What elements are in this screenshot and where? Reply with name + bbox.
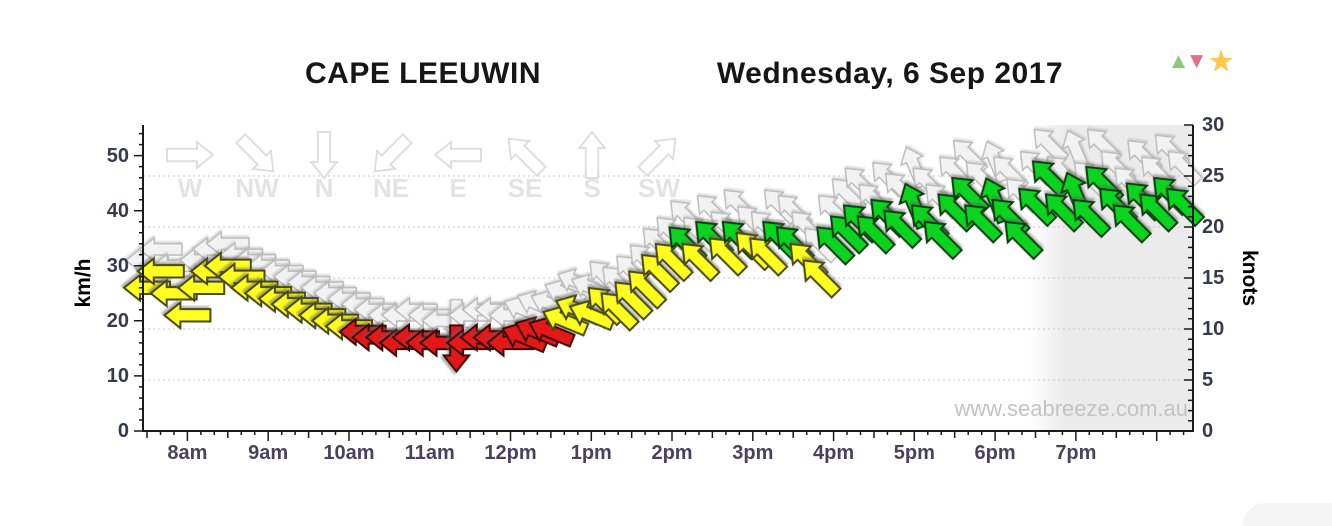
wind-arrow: [654, 242, 695, 283]
legend-label: SE: [508, 173, 543, 203]
favourite-star-button[interactable]: ★: [1208, 44, 1235, 78]
y-left-tick-label: 40: [106, 199, 129, 222]
tick-marks: [134, 124, 1193, 441]
legend-label: W: [178, 173, 203, 203]
wind-arrow: [162, 300, 212, 331]
wind-arrows: [122, 160, 1206, 374]
wind-arrow: [681, 242, 721, 283]
wind-arrow: [216, 261, 266, 292]
wind-arrow: [1018, 187, 1058, 228]
wind-arrow: [816, 226, 856, 266]
down-arrow-button[interactable]: ▼: [1190, 51, 1204, 71]
x-tick-label: 9am: [248, 442, 289, 464]
y-left-tick-label: 20: [106, 309, 129, 332]
wind-arrow: [614, 281, 654, 321]
wind-arrow: [883, 209, 923, 250]
direction-legend: W NW N NE E SE S SW: [166, 130, 680, 203]
legend-label: S: [583, 173, 600, 203]
x-tick-label: 12pm: [484, 442, 537, 464]
wind-arrow: [203, 250, 252, 281]
x-tick-label: 11am: [404, 442, 455, 464]
wind-arrow: [951, 176, 991, 217]
x-tick-label: 10am: [323, 442, 375, 464]
wind-arrow: [923, 220, 964, 261]
y-left-tick-label: 30: [106, 254, 129, 277]
wind-arrow: [136, 256, 185, 287]
y-right-tick-label: 0: [1202, 420, 1214, 442]
gust-arrow: [1061, 129, 1091, 173]
gust-arrow: [1033, 128, 1070, 165]
gust-arrow: [205, 230, 250, 258]
y-right-tick-label: 20: [1202, 216, 1225, 238]
wind-arrow: [176, 272, 226, 303]
wind-arrow: [802, 259, 842, 299]
legend-label: NE: [373, 173, 409, 203]
legend-label: N: [315, 173, 334, 203]
y-left-tick-label: 50: [106, 144, 129, 167]
legend-arrow-s-icon: [577, 130, 607, 179]
legend-arrow-se-icon: [507, 137, 548, 178]
y-right-tick-label: 10: [1202, 318, 1225, 340]
legend-label: E: [449, 173, 466, 203]
x-tick-label: 1pm: [570, 442, 612, 464]
y-left-tick-label: 0: [117, 420, 129, 442]
x-tick-label: 4pm: [813, 442, 855, 464]
wind-arrow: [749, 237, 789, 277]
wind-arrow: [1004, 220, 1044, 261]
y-right-tick-label: 5: [1202, 369, 1214, 391]
wind-arrow: [528, 315, 576, 348]
wind-arrow: [628, 270, 668, 310]
y-right-tick-label: 15: [1202, 267, 1225, 289]
wind-arrow: [1165, 187, 1206, 228]
x-tick-label: 7pm: [1055, 442, 1097, 464]
wind-arrow: [1112, 204, 1153, 244]
wind-arrow: [541, 304, 590, 337]
x-tick-label: 3pm: [732, 442, 774, 464]
wind-arrow: [1072, 198, 1112, 239]
wind-arrow: [856, 215, 897, 255]
y-right-tick-label: 30: [1202, 114, 1225, 136]
seabreeze-watermark: www.seabreeze.com.au: [954, 396, 1188, 421]
legend-arrow-ne-icon: [373, 132, 414, 173]
legend-arrow-e-icon: [433, 140, 482, 170]
wind-arrow: [1044, 193, 1085, 233]
x-tick-label: 2pm: [651, 442, 693, 464]
next-panel-corner: [1243, 503, 1332, 526]
graph-controls: ▲ ▼ ★: [1172, 46, 1234, 76]
x-tick-label: 5pm: [893, 442, 935, 464]
legend-arrow-sw-icon: [636, 137, 677, 178]
gust-arrow: [138, 235, 183, 263]
wind-arrow: [1139, 193, 1179, 233]
legend-label: SW: [638, 173, 680, 203]
y-left-tick-label: 10: [106, 364, 129, 387]
date-title: Wednesday, 6 Sep 2017: [716, 57, 1064, 90]
station-title: CAPE LEEUWIN: [304, 57, 541, 90]
x-tick-label: 8am: [167, 442, 208, 464]
wind-arrow: [600, 292, 640, 332]
wind-arrow: [708, 237, 749, 277]
wind-arrow: [640, 253, 681, 294]
wind-arrow: [829, 215, 870, 255]
wind-arrow: [964, 204, 1004, 244]
legend-arrow-n-icon: [309, 131, 339, 180]
x-tick-label: 6pm: [974, 442, 1016, 464]
legend-label: NW: [235, 173, 279, 203]
legend-arrow-w-icon: [166, 140, 215, 170]
up-arrow-button[interactable]: ▲: [1172, 51, 1186, 71]
legend-arrow-nw-icon: [234, 132, 275, 173]
y-right-tick-label: 25: [1202, 165, 1225, 187]
